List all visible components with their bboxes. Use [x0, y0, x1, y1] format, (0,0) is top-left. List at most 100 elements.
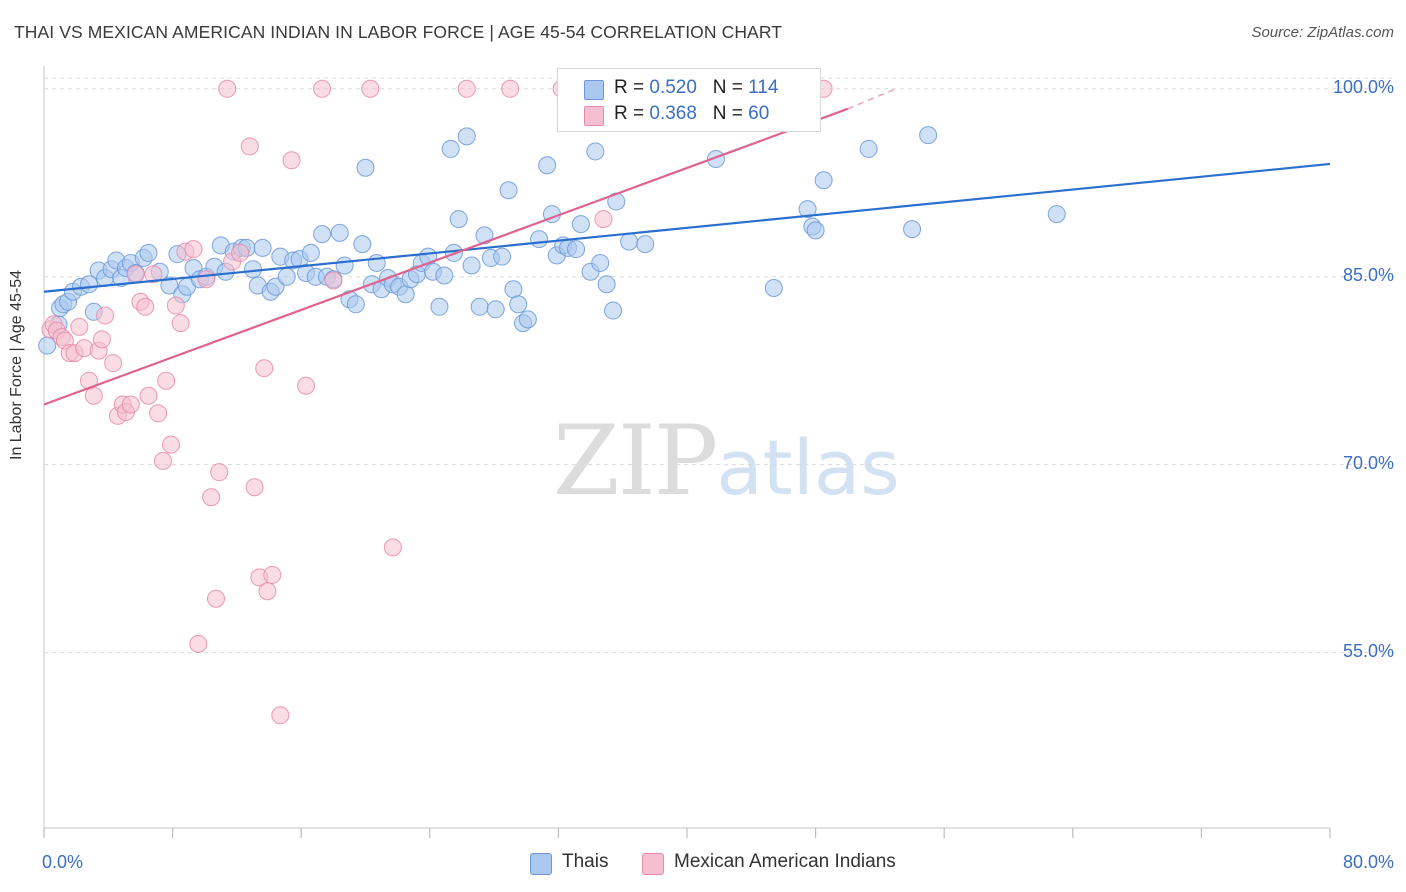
- mexican-point: [361, 79, 380, 98]
- thais-point: [435, 266, 454, 285]
- mexican-point: [324, 271, 343, 290]
- y-tick-label: 70.0%: [1342, 452, 1394, 473]
- legend-n-value: 60: [748, 103, 770, 124]
- thais-point: [499, 181, 518, 200]
- thais-point: [814, 171, 833, 190]
- mexican-point: [202, 488, 221, 507]
- bottom-legend-swatch-thais: [530, 853, 552, 875]
- legend-r-value: 0.368: [649, 103, 697, 124]
- mexican-point: [240, 137, 259, 156]
- thais-point: [266, 277, 285, 296]
- thais-point: [330, 223, 349, 242]
- mexican-point: [263, 565, 282, 584]
- thais-point: [620, 232, 639, 251]
- thais-point: [1047, 205, 1066, 224]
- x-tick-label-min: 0.0%: [42, 852, 84, 872]
- thais-point: [139, 243, 158, 262]
- mexican-point: [245, 478, 264, 497]
- thais-point: [335, 256, 354, 275]
- legend-r-value: 0.520: [649, 77, 697, 98]
- mexican-point: [258, 582, 277, 601]
- source-label: Source: ZipAtlas.com: [1251, 24, 1394, 41]
- mexican-point: [383, 538, 402, 557]
- thais-point: [301, 243, 320, 262]
- thais-point: [353, 235, 372, 254]
- legend-r-label: R =: [614, 103, 645, 124]
- mexican-point: [218, 79, 237, 98]
- y-tick-label: 85.0%: [1342, 264, 1394, 285]
- chart-title: THAI VS MEXICAN AMERICAN INDIAN IN LABOR…: [14, 22, 783, 42]
- thais-point: [253, 238, 272, 257]
- mexican-point: [139, 386, 158, 405]
- mexican-point: [255, 359, 274, 378]
- trend-line-mexican: [43, 107, 849, 406]
- mexican-point: [121, 395, 140, 414]
- mexican-point: [136, 297, 155, 316]
- legend-swatch-mexican: [584, 106, 604, 126]
- watermark-atlas: atlas: [716, 423, 900, 512]
- thais-point: [441, 139, 460, 158]
- mexican-point: [149, 404, 168, 423]
- thais-point: [493, 247, 512, 266]
- mexican-point: [184, 240, 203, 259]
- thais-point: [462, 256, 481, 275]
- thais-point: [591, 253, 610, 272]
- y-tick-label: 100.0%: [1332, 76, 1394, 97]
- series-mexican-points: [41, 79, 833, 725]
- thais-point: [538, 156, 557, 175]
- thais-point: [457, 127, 476, 146]
- thais-point: [530, 230, 549, 249]
- mexican-point: [126, 265, 145, 284]
- mexican-point: [96, 306, 115, 325]
- thais-point: [518, 310, 537, 329]
- mexican-point: [166, 296, 185, 315]
- mexican-point: [171, 314, 190, 333]
- mexican-point: [457, 79, 476, 98]
- thais-point: [586, 142, 605, 161]
- bottom-legend-label-mexican: Mexican American Indians: [674, 851, 896, 872]
- thais-point: [764, 279, 783, 298]
- thais-point: [571, 215, 590, 234]
- thais-point: [277, 267, 296, 286]
- legend-swatch-thais: [584, 80, 604, 100]
- thais-point: [356, 158, 375, 177]
- bottom-legend-label-thais: Thais: [562, 851, 609, 872]
- mexican-point: [271, 706, 290, 725]
- mexican-point: [153, 451, 172, 470]
- trend-line-thais: [43, 162, 1331, 293]
- y-axis-label: In Labor Force | Age 45-54: [8, 269, 25, 460]
- thais-point: [567, 240, 586, 259]
- mexican-point: [84, 386, 103, 405]
- trend-lines: [43, 88, 1331, 406]
- mexican-point: [197, 270, 216, 289]
- mexican-point: [161, 435, 180, 454]
- mexican-point: [297, 376, 316, 395]
- mexican-point: [207, 589, 226, 608]
- mexican-point: [594, 210, 613, 229]
- thais-point: [346, 295, 365, 314]
- mexican-point: [157, 371, 176, 390]
- thais-point: [859, 139, 878, 158]
- mexican-point: [92, 330, 111, 349]
- thais-point: [396, 285, 415, 304]
- thais-point: [903, 220, 922, 239]
- watermark: ZIPatlas: [553, 405, 900, 517]
- trend-line-mexican-extension: [847, 88, 897, 110]
- thais-point: [604, 301, 623, 320]
- mexican-point: [210, 463, 229, 482]
- legend-r-label: R =: [614, 77, 645, 98]
- thais-point: [470, 297, 489, 316]
- mexican-point: [104, 354, 123, 373]
- watermark-zip: ZIP: [553, 405, 718, 517]
- thais-point: [504, 280, 523, 299]
- thais-point: [449, 210, 468, 229]
- axes: [43, 66, 1331, 838]
- thais-point: [160, 276, 179, 295]
- thais-point: [243, 260, 262, 279]
- mexican-point: [144, 265, 163, 284]
- mexican-point: [231, 243, 250, 262]
- bottom-legend-swatch-mexican: [642, 853, 664, 875]
- thais-point: [806, 221, 825, 240]
- correlation-legend: R = 0.520 N = 114 R = 0.368 N = 60: [557, 68, 821, 132]
